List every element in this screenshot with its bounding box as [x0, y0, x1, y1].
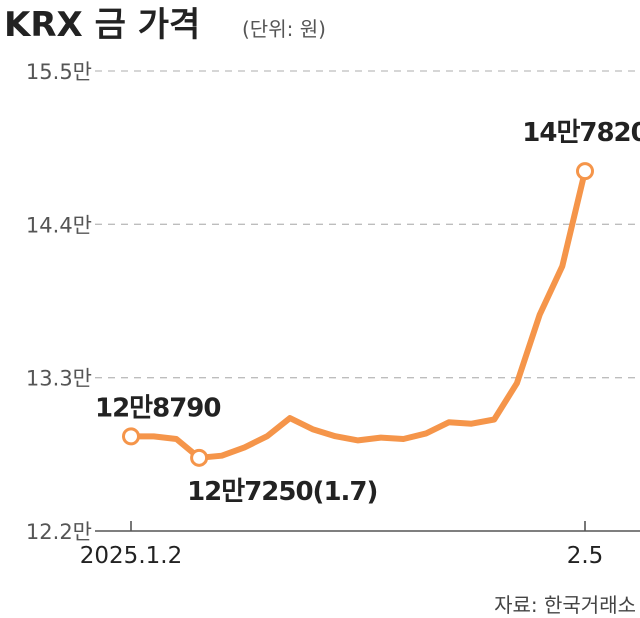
label-layer: 12만8790 12만7250(1.7) 14만7820 [95, 118, 640, 507]
data-label: 14만7820 [522, 118, 640, 148]
chart-title: KRX 금 가격 [4, 5, 200, 45]
data-point-marker [190, 448, 209, 467]
x-tick-label: 2.5 [567, 543, 604, 569]
data-point-marker [576, 162, 594, 181]
data-label: 12만7250(1.7) [187, 477, 377, 507]
grid-lines [95, 70, 640, 379]
y-tick-label: 15.5만 [26, 60, 92, 84]
unit-label: (단위: 원) [242, 17, 326, 41]
axes: 12.2만 13.3만 14.4만 15.5만 2025.1.2 2.5 [26, 60, 640, 569]
data-point-marker [122, 427, 140, 446]
series-layer [122, 162, 594, 467]
y-tick-label: 12.2만 [26, 520, 92, 544]
source-label: 자료: 한국거래소 [494, 593, 636, 617]
data-label: 12만8790 [95, 393, 220, 423]
y-tick-label: 14.4만 [26, 213, 92, 237]
x-tick-label: 2025.1.2 [80, 543, 182, 569]
y-tick-label: 13.3만 [26, 367, 92, 391]
